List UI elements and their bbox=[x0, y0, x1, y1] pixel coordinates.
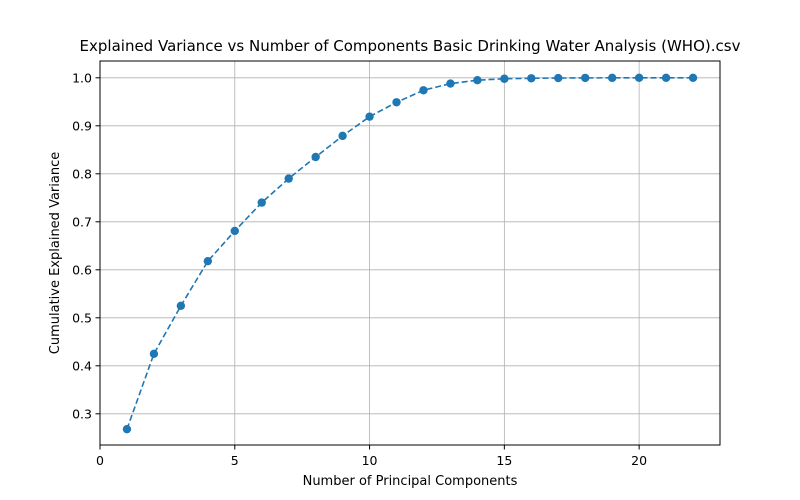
data-point bbox=[284, 174, 293, 183]
data-point bbox=[176, 301, 186, 310]
data-point bbox=[661, 73, 671, 83]
y-tick-label: 0.9 bbox=[72, 118, 92, 133]
y-tick-label: 1.0 bbox=[72, 70, 92, 85]
data-point bbox=[634, 73, 644, 83]
x-tick-label: 15 bbox=[496, 453, 512, 468]
x-tick-label: 5 bbox=[231, 453, 239, 468]
plot-frame bbox=[99, 60, 721, 446]
data-point bbox=[257, 198, 266, 207]
data-point bbox=[554, 73, 563, 83]
data-point bbox=[688, 73, 698, 83]
y-axis-label: Cumulative Explained Variance bbox=[48, 152, 63, 354]
y-tick-label: 0.4 bbox=[72, 358, 92, 373]
series-line bbox=[126, 77, 694, 430]
data-point bbox=[122, 424, 132, 434]
y-tick-label: 0.6 bbox=[72, 262, 92, 277]
y-tick-label: 0.8 bbox=[72, 166, 92, 181]
x-axis-label: Number of Principal Components bbox=[303, 474, 518, 489]
data-point bbox=[419, 86, 428, 95]
data-point bbox=[473, 76, 482, 85]
data-point bbox=[527, 74, 536, 83]
data-point bbox=[230, 226, 239, 236]
x-tick-label: 0 bbox=[96, 453, 104, 468]
data-point bbox=[365, 112, 374, 121]
axes: 0 5 10 15 20 0.3 0.4 0.5 0.6 0.7 0.8 0.9 1.0 bbox=[72, 60, 721, 468]
data-point bbox=[581, 73, 590, 83]
data-point bbox=[203, 256, 213, 266]
series-group bbox=[122, 73, 698, 434]
x-tick-label: 10 bbox=[362, 453, 378, 468]
data-point bbox=[607, 73, 617, 83]
y-tick-label: 0.3 bbox=[72, 406, 92, 421]
data-point bbox=[392, 98, 401, 107]
data-point bbox=[338, 131, 347, 141]
data-point bbox=[500, 74, 509, 83]
y-tick-label: 0.7 bbox=[72, 214, 92, 229]
data-point bbox=[311, 152, 320, 162]
data-point bbox=[446, 79, 455, 88]
x-tick-label: 20 bbox=[631, 453, 647, 468]
data-point bbox=[149, 349, 159, 358]
chart-title: Explained Variance vs Number of Componen… bbox=[80, 37, 741, 55]
y-tick-label: 0.5 bbox=[72, 310, 92, 325]
